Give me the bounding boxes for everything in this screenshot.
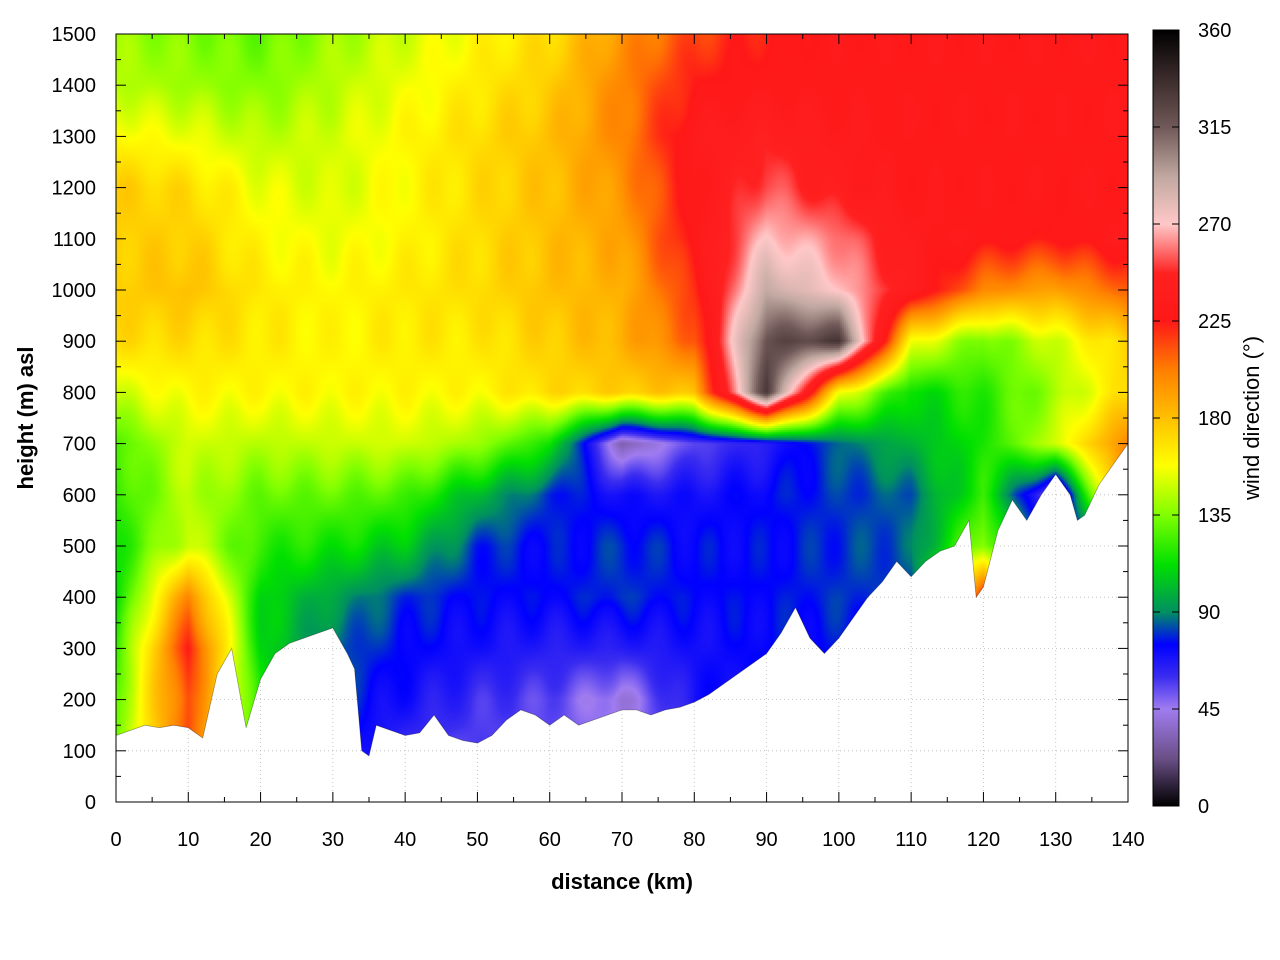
x-tick-label: 40 [394,829,416,851]
x-tick-label: 90 [755,829,777,851]
x-tick-label: 110 [895,829,927,851]
y-tick-label: 500 [63,536,96,558]
x-tick-label: 100 [822,829,855,851]
plot-frame [115,33,1129,803]
y-tick-label: 0 [85,792,96,814]
x-tick-label: 140 [1111,829,1144,851]
colorbar-tick-label: 0 [1198,796,1209,818]
x-axis-tick-labels: 0 10 20 30 40 50 60 70 80 90 100 110 120 130 140 [110,829,1144,851]
colorbar-tick-label: 90 [1198,602,1220,624]
y-tick-label: 600 [63,485,96,507]
y-tick-label: 900 [63,331,96,353]
x-tick-label: 30 [322,829,344,851]
x-tick-label: 120 [967,829,1000,851]
y-tick-label: 1500 [52,24,97,46]
y-tick-label: 800 [63,382,96,404]
x-tick-label: 20 [249,829,271,851]
x-axis-title: distance (km) [551,869,693,894]
colorbar-title: wind direction (°) [1239,336,1264,501]
x-tick-label: 60 [539,829,561,851]
x-tick-label: 0 [110,829,121,851]
x-tick-label: 80 [683,829,705,851]
colorbar-tick-label: 135 [1198,505,1231,527]
colorbar-tick-label: 360 [1198,20,1231,42]
x-tick-label: 70 [611,829,633,851]
colorbar-ticks [1153,29,1179,807]
y-axis-tick-labels: 0 100 200 300 400 500 600 700 800 900 1000 1100 1200… [52,24,97,814]
y-tick-label: 1100 [53,229,96,251]
colorbar-tick-label: 315 [1198,117,1231,139]
y-tick-label: 1400 [52,75,97,97]
terrain-outline [115,443,1129,757]
y-tick-label: 300 [63,638,96,660]
colorbar-tick-label: 225 [1198,311,1231,333]
y-tick-label: 400 [63,587,96,609]
colorbar-tick-labels: 0 45 90 135 180 225 270 315 360 [1198,20,1231,818]
x-tick-label: 50 [466,829,488,851]
y-tick-label: 100 [63,741,96,763]
colorbar-tick-label: 45 [1198,699,1220,721]
y-tick-label: 1300 [52,126,97,148]
y-axis-title: height (m) asl [13,346,38,489]
x-tick-label: 10 [177,829,199,851]
y-tick-label: 700 [63,434,96,456]
x-tick-label: 130 [1039,829,1072,851]
y-tick-label: 200 [63,690,96,712]
y-tick-label: 1000 [52,280,97,302]
colorbar-tick-label: 180 [1198,408,1231,430]
y-tick-label: 1200 [52,178,97,200]
colorbar-tick-label: 270 [1198,214,1231,236]
